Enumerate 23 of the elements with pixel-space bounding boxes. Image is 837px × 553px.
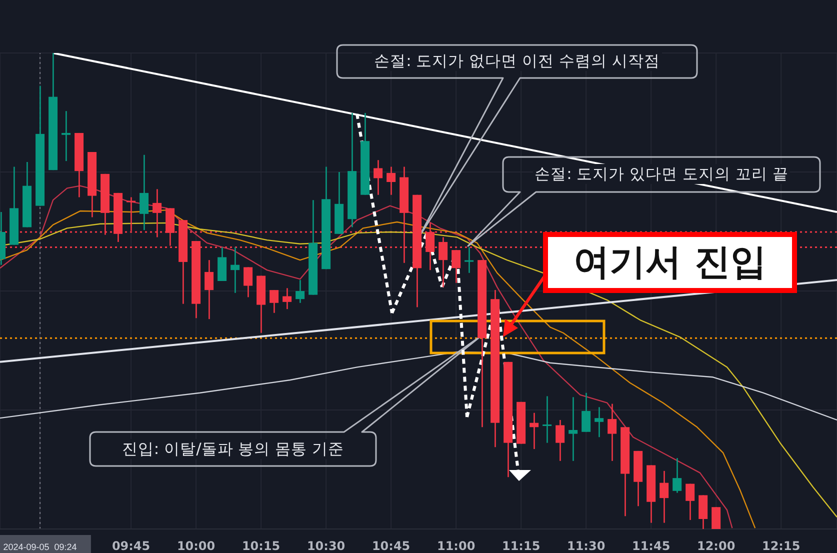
x-tick-label: 11:30 — [566, 539, 606, 553]
candlestick — [230, 247, 240, 293]
x-tick-label: 12:00 — [696, 539, 736, 553]
x-tick-label: 09:45 — [112, 539, 150, 553]
x-tick-label: 11:45 — [632, 539, 670, 553]
candlestick — [568, 397, 578, 461]
candlestick — [464, 247, 474, 273]
annotation: 진입: 이탈/돌파 봉의 몸통 기준 — [120, 439, 346, 459]
x-tick-label: 11:15 — [502, 539, 540, 553]
x-tick-label: 10:30 — [306, 539, 346, 553]
candlestick — [530, 412, 539, 450]
annotation: 손절: 도지가 없다면 이전 수렴의 시작점 — [372, 51, 662, 71]
candlestick — [594, 407, 604, 438]
annotation: 여기서 진입 — [543, 232, 797, 293]
x-tick-label: 11:00 — [436, 539, 476, 553]
annotation: 손절: 도지가 있다면 도지의 꼬리 끝 — [532, 164, 790, 184]
x-tick-label: 2024-09-05 09:24 — [3, 542, 77, 552]
x-tick-label: 10:15 — [242, 539, 280, 553]
x-tick-label: 10:00 — [176, 539, 216, 553]
candlestick — [542, 396, 552, 443]
candlestick — [62, 111, 71, 162]
x-tick-label: 12:15 — [762, 539, 800, 553]
x-tick-label: 10:45 — [372, 539, 410, 553]
